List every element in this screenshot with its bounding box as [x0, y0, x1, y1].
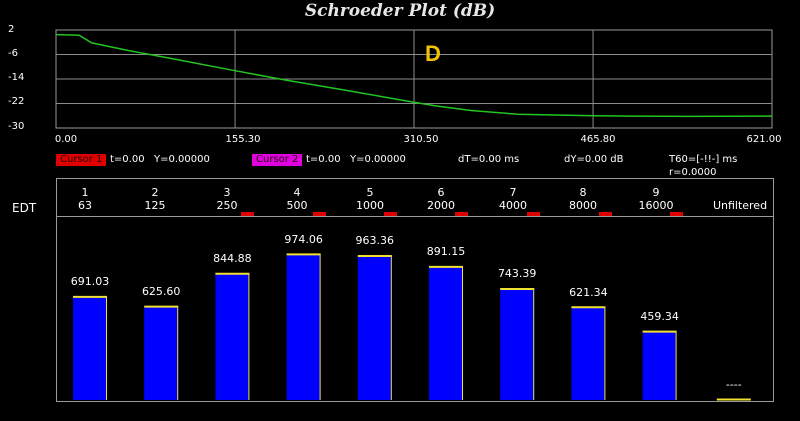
band-index: 3	[223, 186, 231, 199]
band-index: 7	[509, 186, 517, 199]
decay-marker: D	[425, 41, 441, 66]
x-tick-label: 621.00	[746, 134, 782, 145]
y-tick-label: 2	[8, 24, 15, 35]
band-freq[interactable]: 63	[78, 199, 92, 212]
plot-title: Schroeder Plot (dB)	[304, 1, 496, 21]
band-marker	[455, 212, 468, 216]
edt-frame	[56, 178, 774, 402]
band-marker	[384, 212, 397, 216]
edt-bar-value-label: 621.34	[569, 285, 608, 299]
edt-bar-value-label: 625.60	[141, 285, 181, 299]
cursor2-y-readout: Y=0.00000	[350, 154, 406, 165]
edt-bar-value-label: 459.34	[640, 310, 679, 324]
edt-bar	[144, 306, 179, 400]
y-tick-label: -30	[8, 121, 25, 132]
delta-y-readout: dY=0.00 dB	[564, 154, 624, 165]
band-marker	[599, 212, 612, 216]
edt-bar	[571, 306, 606, 400]
band-freq[interactable]: 8000	[569, 199, 597, 212]
edt-bar	[73, 296, 107, 400]
x-tick-label: 0.00	[54, 134, 78, 145]
band-freq[interactable]: 1000	[356, 199, 384, 212]
band-freq-unfiltered[interactable]: Unfiltered	[712, 199, 768, 212]
band-freq[interactable]: 125	[144, 199, 166, 212]
x-tick-label: 310.50	[403, 134, 439, 145]
band-index: 6	[437, 186, 445, 199]
edt-bar	[215, 273, 250, 400]
cursor2-button[interactable]: Cursor 2	[252, 154, 303, 166]
r-readout: r=0.0000	[669, 167, 717, 178]
band-index: 5	[366, 186, 374, 199]
schroeder-curve	[55, 33, 773, 118]
y-tick-label: -22	[8, 96, 25, 107]
x-tick-label: 465.80	[580, 134, 616, 145]
band-marker	[313, 212, 326, 216]
cursor1-t-readout: t=0.00	[110, 154, 145, 165]
edt-bar-value-label: 963.36	[355, 234, 395, 248]
band-freq[interactable]: 16000	[638, 199, 674, 212]
schroeder-plot[interactable]	[0, 0, 800, 160]
edt-bar-value-label: 891.15	[426, 245, 466, 259]
edt-bar-value-label: 974.06	[284, 232, 323, 246]
band-index: 8	[579, 186, 587, 199]
edt-bar-value-label: ----	[725, 378, 742, 391]
edt-bar-value-label: 844.88	[213, 252, 252, 266]
edt-bar	[286, 253, 321, 400]
edt-label: EDT	[12, 201, 37, 215]
band-index: 9	[652, 186, 660, 199]
cursor1-button[interactable]: Cursor 1	[56, 154, 107, 166]
band-marker	[241, 212, 254, 216]
band-index: 1	[81, 186, 89, 199]
y-tick-label: -6	[8, 48, 18, 59]
edt-bar	[500, 288, 535, 400]
band-index: 2	[151, 186, 159, 199]
edt-bar	[642, 331, 677, 400]
band-freq[interactable]: 500	[286, 199, 308, 212]
edt-bar	[429, 266, 463, 400]
edt-bar-value-label: 743.39	[497, 267, 537, 281]
t60-readout: T60=[-!!-] ms	[669, 154, 738, 165]
band-marker	[527, 212, 540, 216]
band-index: 4	[293, 186, 301, 199]
cursor1-y-readout: Y=0.00000	[154, 154, 210, 165]
delta-t-readout: dT=0.00 ms	[458, 154, 520, 165]
x-tick-label: 155.30	[225, 134, 261, 145]
band-freq[interactable]: 2000	[427, 199, 455, 212]
y-tick-label: -14	[8, 72, 25, 83]
band-freq[interactable]: 250	[216, 199, 238, 212]
edt-bar	[357, 255, 392, 400]
band-freq[interactable]: 4000	[499, 199, 527, 212]
cursor2-t-readout: t=0.00	[306, 154, 341, 165]
plot-grid	[56, 30, 772, 128]
band-marker	[670, 212, 683, 216]
edt-bar-value-label: 691.03	[70, 275, 110, 289]
